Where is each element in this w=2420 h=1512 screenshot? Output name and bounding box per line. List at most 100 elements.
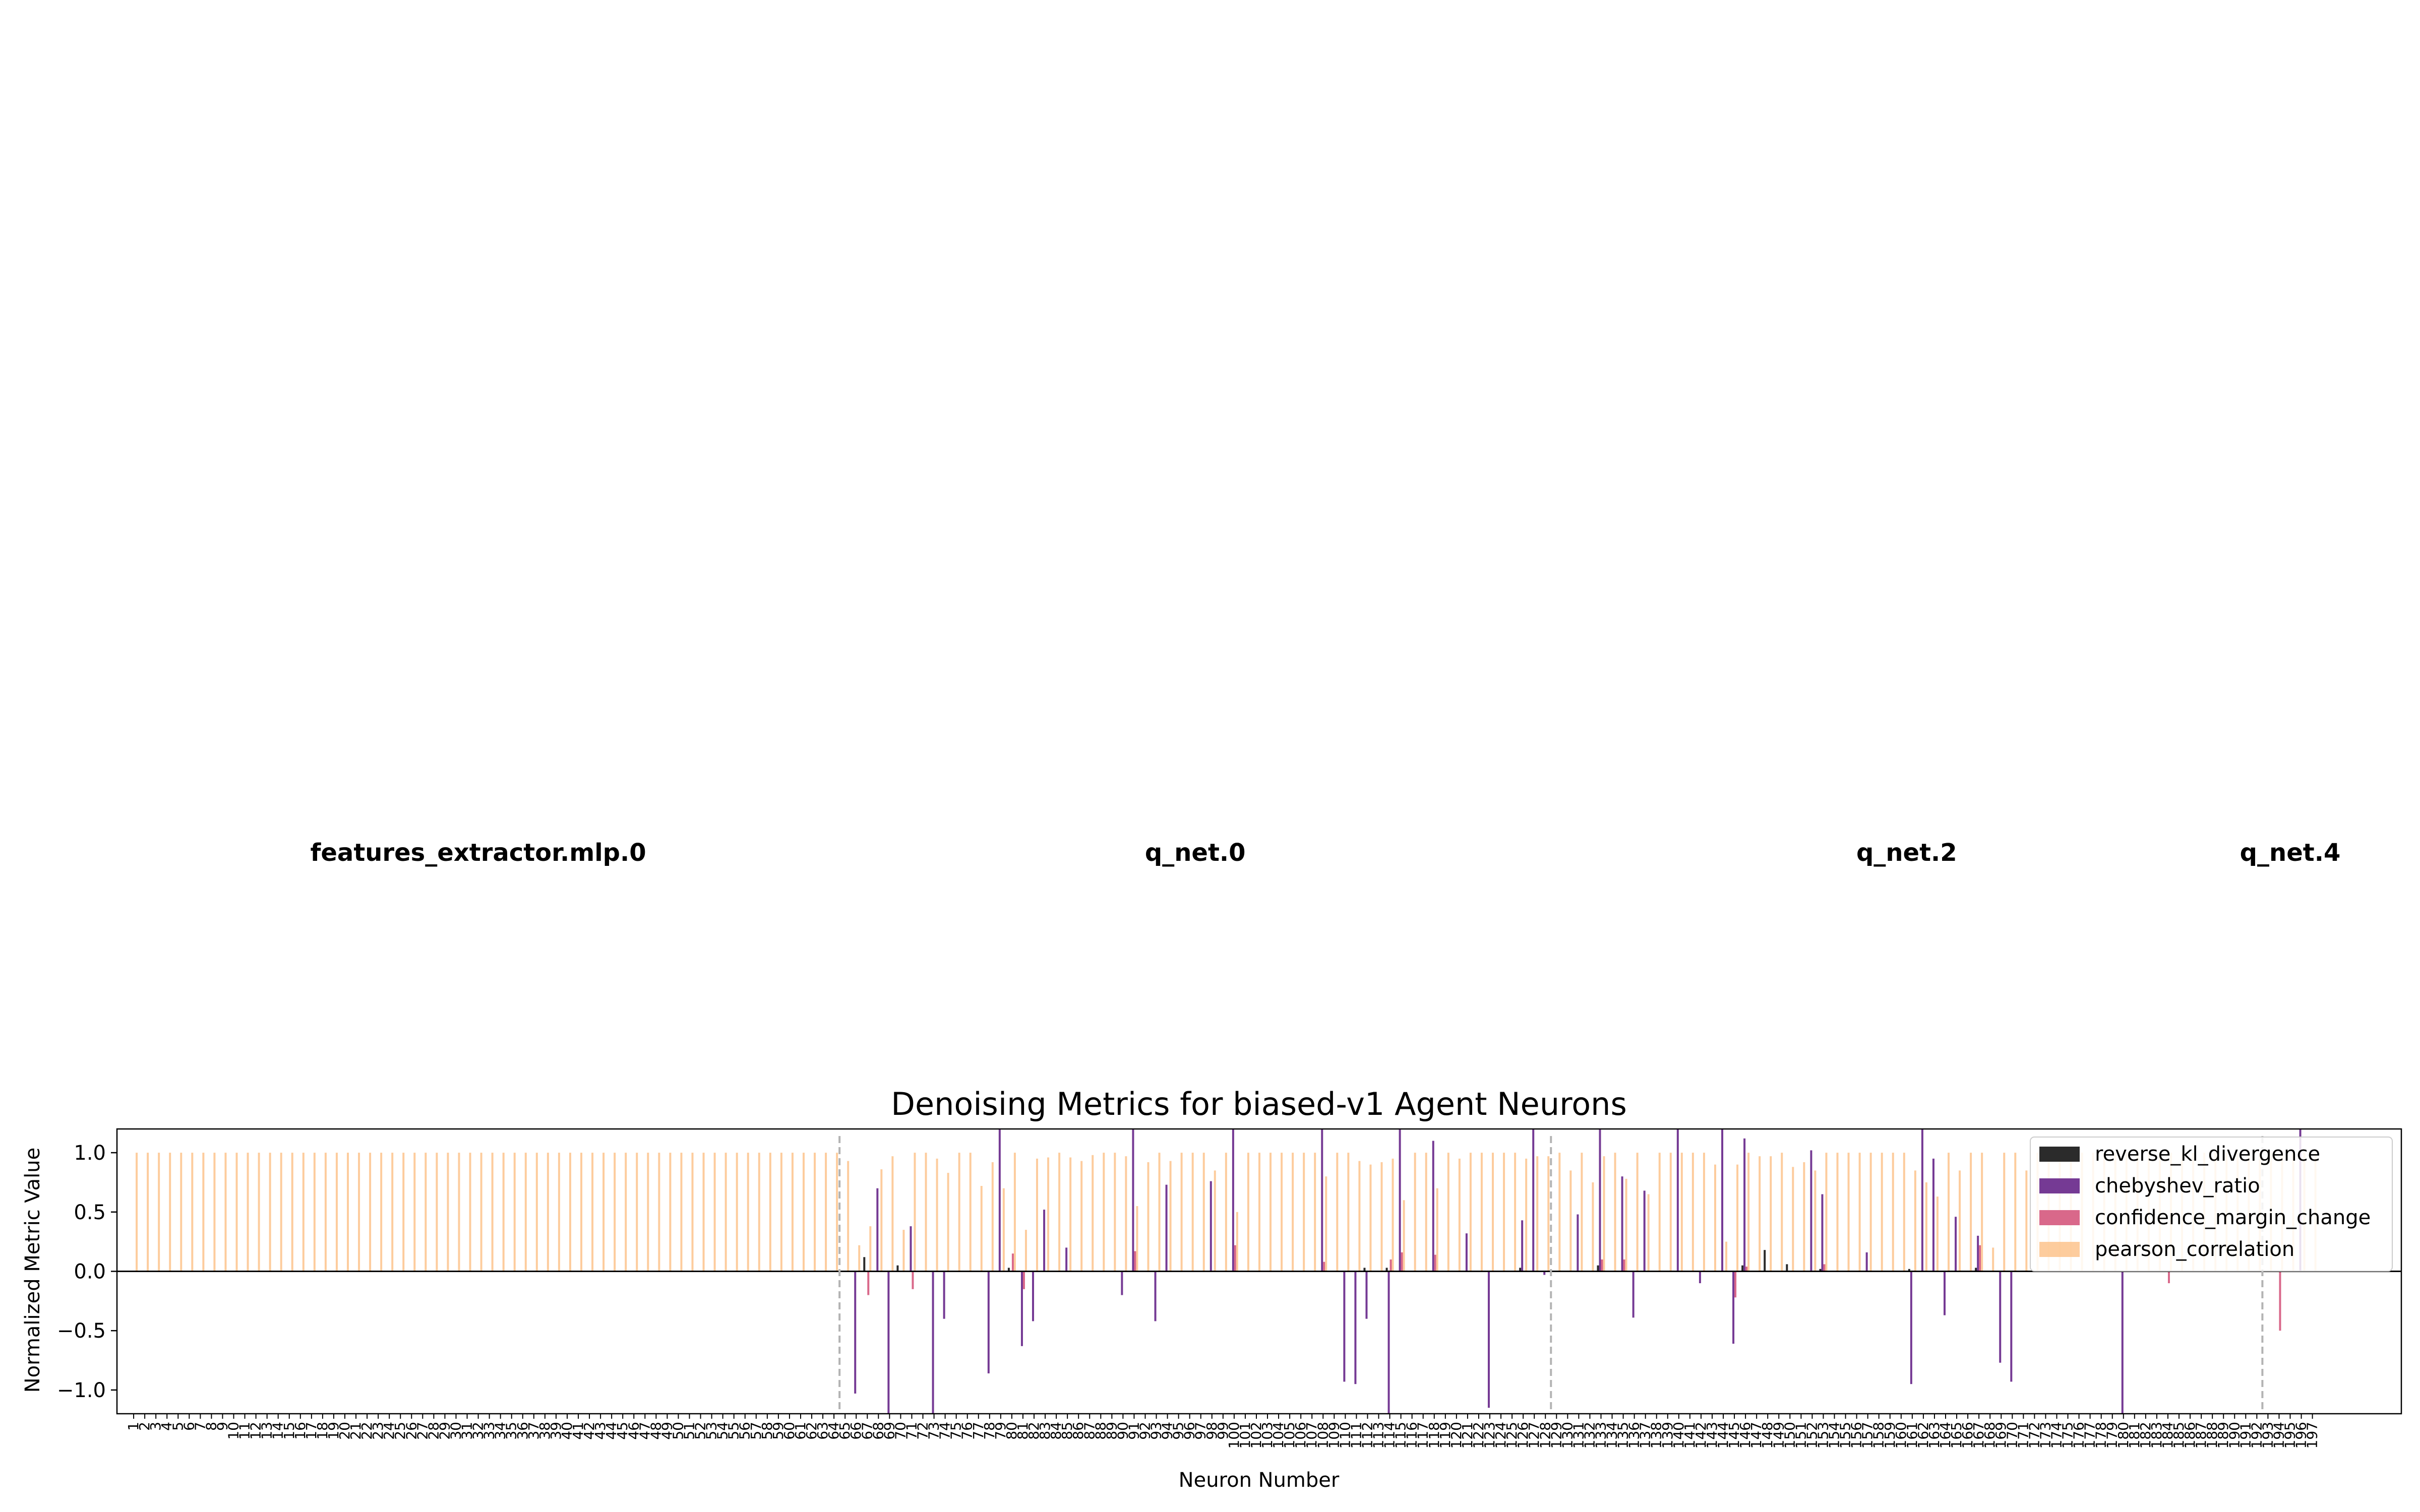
x-tick-label: 4 [158, 1422, 175, 1431]
x-tick-label: 81 [1014, 1422, 1031, 1440]
x-tick-label: 197 [2304, 1422, 2321, 1448]
x-tick-label: 112 [1359, 1422, 1375, 1448]
x-tick-label: 45 [614, 1422, 631, 1440]
bar-chebyshev_ratio [987, 1271, 990, 1373]
legend-swatch [2039, 1210, 2080, 1225]
bar-pearson_correlation [1736, 1164, 1739, 1272]
x-tick-label: 42 [581, 1422, 597, 1440]
bar-pearson_correlation [1725, 1241, 1728, 1272]
x-tick-label: 185 [2170, 1422, 2187, 1448]
bar-pearson_correlation [335, 1153, 338, 1272]
bar-pearson_correlation [1403, 1200, 1405, 1272]
x-tick-label: 194 [2270, 1422, 2287, 1448]
bar-confidence_margin_change [1623, 1259, 1625, 1272]
x-tick-label: 149 [1770, 1422, 1787, 1448]
bar-reverse_kl_divergence [1597, 1265, 1599, 1272]
x-tick-label: 62 [803, 1422, 820, 1440]
bar-pearson_correlation [1914, 1170, 1916, 1272]
bar-chebyshev_ratio [1732, 1271, 1735, 1344]
bar-pearson_correlation [991, 1162, 994, 1272]
x-tick-label: 65 [836, 1422, 853, 1440]
x-tick-label: 67 [859, 1422, 875, 1440]
x-tick-label: 74 [937, 1422, 953, 1440]
bar-pearson_correlation [2025, 1170, 2028, 1272]
bar-pearson_correlation [1469, 1153, 1472, 1272]
bar-reverse_kl_divergence [1385, 1268, 1388, 1272]
x-tick-label: 19 [325, 1422, 342, 1440]
bar-reverse_kl_divergence [1764, 1250, 1766, 1272]
x-tick-label: 188 [2204, 1422, 2220, 1448]
bar-pearson_correlation [458, 1153, 460, 1272]
bar-pearson_correlation [1069, 1157, 1072, 1272]
bar-chebyshev_ratio [1121, 1271, 1123, 1295]
bar-pearson_correlation [280, 1153, 282, 1272]
x-tick-label: 35 [503, 1422, 520, 1440]
bar-pearson_correlation [780, 1153, 782, 1272]
x-tick-label: 31 [459, 1422, 475, 1440]
bar-confidence_margin_change [2167, 1271, 2170, 1284]
x-tick-label: 141 [1681, 1422, 1698, 1448]
bar-pearson_correlation [1136, 1206, 1138, 1272]
x-tick-label: 158 [1870, 1422, 1887, 1448]
x-tick-label: 76 [959, 1422, 976, 1440]
x-tick-label: 36 [514, 1422, 531, 1440]
x-tick-label: 83 [1037, 1422, 1053, 1440]
bar-pearson_correlation [291, 1153, 293, 1272]
x-tick-label: 170 [2004, 1422, 2020, 1448]
x-tick-label: 94 [1159, 1422, 1176, 1440]
bar-chebyshev_ratio [876, 1188, 879, 1272]
x-tick-label: 55 [725, 1422, 742, 1440]
x-tick-label: 15 [281, 1422, 297, 1440]
x-tick-label: 34 [492, 1422, 509, 1440]
x-tick-label: 50 [670, 1422, 686, 1440]
x-tick-label: 3 [147, 1422, 164, 1431]
bar-chebyshev_ratio [1165, 1184, 1168, 1272]
x-tick-label: 193 [2259, 1422, 2276, 1448]
bar-chebyshev_ratio [1365, 1271, 1368, 1319]
x-tick-label: 32 [470, 1422, 487, 1440]
legend-swatch [2039, 1178, 2080, 1193]
bar-pearson_correlation [1047, 1157, 1050, 1272]
bar-pearson_correlation [1480, 1153, 1483, 1272]
bar-confidence_margin_change [1234, 1245, 1236, 1272]
x-tick-label: 100 [1226, 1422, 1242, 1448]
bar-pearson_correlation [1759, 1156, 1761, 1272]
bar-chebyshev_ratio [1465, 1233, 1468, 1272]
bar-reverse_kl_divergence [1741, 1265, 1744, 1272]
bar-pearson_correlation [958, 1153, 960, 1272]
x-tick-label: 54 [714, 1422, 731, 1440]
bar-pearson_correlation [902, 1230, 905, 1272]
bar-pearson_correlation [569, 1153, 571, 1272]
bar-pearson_correlation [1369, 1164, 1372, 1272]
x-tick-label: 103 [1259, 1422, 1276, 1448]
x-tick-label: 8 [203, 1422, 219, 1431]
layer-label: q_net.4 [2240, 839, 2341, 867]
x-tick-label: 93 [1148, 1422, 1165, 1440]
x-tick-label: 168 [1981, 1422, 1998, 1448]
x-tick-label: 177 [2082, 1422, 2098, 1448]
x-tick-label: 95 [1170, 1422, 1187, 1440]
x-tick-label: 146 [1737, 1422, 1753, 1448]
bar-pearson_correlation [2014, 1153, 2017, 1272]
bar-chebyshev_ratio [1699, 1271, 1701, 1284]
x-tick-label: 7 [192, 1422, 208, 1431]
bar-chebyshev_ratio [1020, 1271, 1023, 1346]
x-tick-label: 97 [1192, 1422, 1209, 1440]
x-tick-label: 155 [1837, 1422, 1854, 1448]
bar-chebyshev_ratio [1387, 1271, 1390, 1414]
x-tick-label: 14 [270, 1422, 286, 1440]
bar-chebyshev_ratio [1955, 1217, 1957, 1272]
y-tick-label: 1.0 [74, 1142, 106, 1165]
bar-pearson_correlation [1392, 1158, 1394, 1272]
x-tick-label: 10 [225, 1422, 242, 1440]
bar-confidence_margin_change [1401, 1252, 1403, 1272]
bar-pearson_correlation [625, 1153, 627, 1272]
bar-chebyshev_ratio [1932, 1158, 1934, 1272]
legend-swatch [2039, 1242, 2080, 1257]
x-tick-label: 21 [347, 1422, 364, 1440]
bar-chebyshev_ratio [910, 1226, 912, 1272]
bar-pearson_correlation [224, 1153, 227, 1272]
x-tick-label: 20 [336, 1422, 353, 1440]
x-tick-label: 53 [703, 1422, 720, 1440]
bar-pearson_correlation [158, 1153, 160, 1272]
